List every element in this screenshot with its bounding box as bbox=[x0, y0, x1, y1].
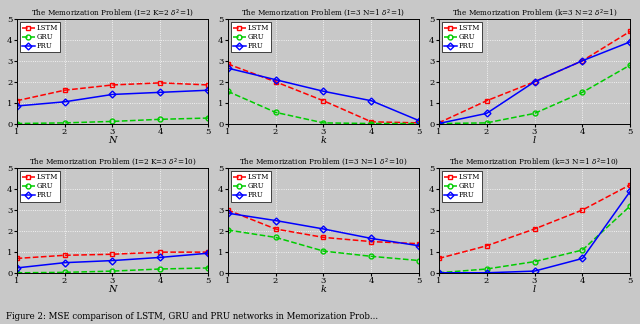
Text: Figure 2: MSE comparison of LSTM, GRU and PRU networks in Memorization Prob...: Figure 2: MSE comparison of LSTM, GRU an… bbox=[6, 312, 378, 321]
Title: The Memorization Problem (I=3 N=1 $\delta^2$=10): The Memorization Problem (I=3 N=1 $\delt… bbox=[239, 156, 408, 168]
X-axis label: l: l bbox=[533, 285, 536, 295]
X-axis label: k: k bbox=[321, 285, 326, 295]
Title: The Memorization Problem (I=2 K=2 $\delta^2$=1): The Memorization Problem (I=2 K=2 $\delt… bbox=[31, 7, 194, 18]
X-axis label: k: k bbox=[321, 136, 326, 145]
X-axis label: N: N bbox=[108, 285, 116, 295]
Legend: LSTM, GRU, PRU: LSTM, GRU, PRU bbox=[442, 22, 483, 52]
Title: The Memorization Problem (I=2 K=3 $\delta^2$=10): The Memorization Problem (I=2 K=3 $\delt… bbox=[29, 156, 196, 168]
Legend: LSTM, GRU, PRU: LSTM, GRU, PRU bbox=[442, 171, 483, 202]
X-axis label: N: N bbox=[108, 136, 116, 145]
Legend: LSTM, GRU, PRU: LSTM, GRU, PRU bbox=[20, 22, 60, 52]
Legend: LSTM, GRU, PRU: LSTM, GRU, PRU bbox=[231, 22, 271, 52]
Legend: LSTM, GRU, PRU: LSTM, GRU, PRU bbox=[231, 171, 271, 202]
Legend: LSTM, GRU, PRU: LSTM, GRU, PRU bbox=[20, 171, 60, 202]
X-axis label: l: l bbox=[533, 136, 536, 145]
Title: The Memorization Problem (k=3 N=2 $\delta^2$=1): The Memorization Problem (k=3 N=2 $\delt… bbox=[452, 7, 617, 18]
Title: The Memorization Problem (k=3 N=1 $\delta^2$=10): The Memorization Problem (k=3 N=1 $\delt… bbox=[449, 156, 620, 168]
Title: The Memorization Problem (I=3 N=1 $\delta^2$=1): The Memorization Problem (I=3 N=1 $\delt… bbox=[241, 7, 406, 18]
